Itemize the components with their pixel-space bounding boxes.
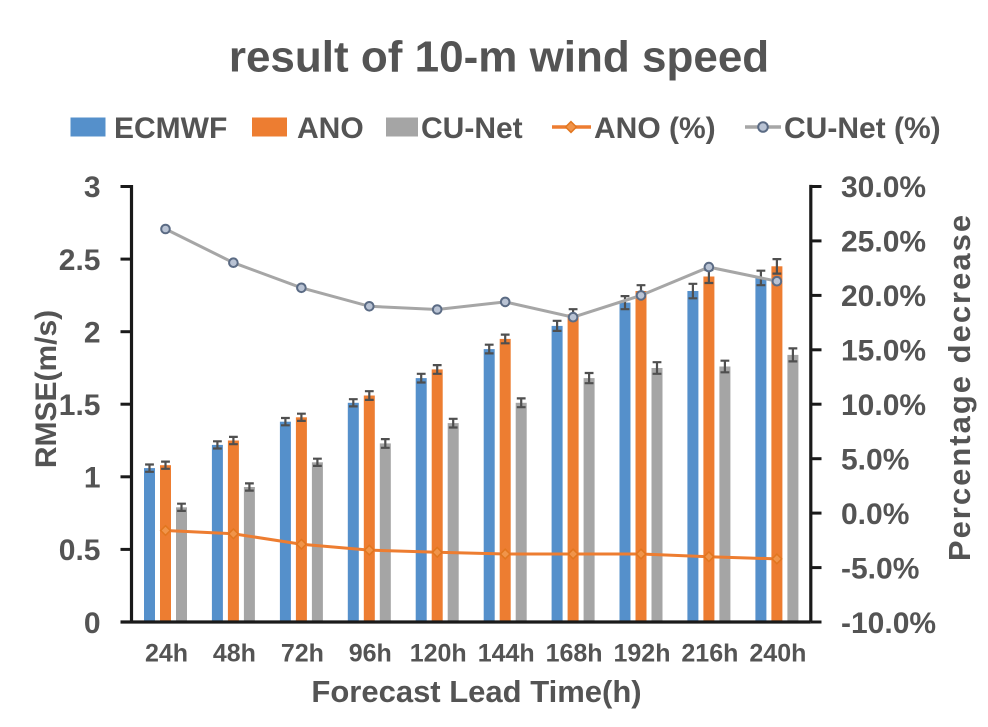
svg-text:3: 3 (84, 171, 101, 204)
svg-text:30.0%: 30.0% (841, 171, 926, 204)
svg-text:0.5: 0.5 (59, 534, 101, 567)
svg-text:Forecast Lead Time(h): Forecast Lead Time(h) (311, 674, 641, 709)
svg-text:5.0%: 5.0% (841, 443, 909, 476)
svg-text:2: 2 (84, 316, 101, 349)
svg-text:15.0%: 15.0% (841, 335, 926, 368)
svg-text:24h: 24h (145, 640, 188, 668)
svg-text:216h: 216h (681, 640, 738, 668)
svg-text:72h: 72h (281, 640, 324, 668)
svg-text:240h: 240h (749, 640, 806, 668)
svg-text:10.0%: 10.0% (841, 389, 926, 422)
svg-text:1.5: 1.5 (59, 389, 101, 422)
svg-text:20.0%: 20.0% (841, 280, 926, 313)
svg-text:168h: 168h (546, 640, 603, 668)
svg-text:ECMWF: ECMWF (114, 112, 227, 145)
svg-text:ANO: ANO (297, 112, 364, 145)
svg-text:Percentage decrease: Percentage decrease (942, 213, 977, 561)
svg-text:CU-Net (%): CU-Net (%) (784, 112, 941, 145)
svg-text:0: 0 (84, 607, 101, 640)
svg-text:-10.0%: -10.0% (841, 607, 936, 640)
svg-text:48h: 48h (213, 640, 256, 668)
svg-text:2.5: 2.5 (59, 244, 101, 277)
svg-text:CU-Net: CU-Net (421, 112, 523, 145)
svg-text:192h: 192h (614, 640, 671, 668)
svg-text:RMSE(m/s): RMSE(m/s) (30, 310, 63, 468)
svg-text:ANO (%): ANO (%) (594, 112, 716, 145)
svg-text:-5.0%: -5.0% (841, 552, 919, 585)
svg-text:144h: 144h (478, 640, 535, 668)
svg-text:96h: 96h (349, 640, 392, 668)
svg-text:0.0%: 0.0% (841, 498, 909, 531)
svg-text:25.0%: 25.0% (841, 226, 926, 259)
svg-text:120h: 120h (410, 640, 467, 668)
svg-text:result of 10-m wind speed: result of 10-m wind speed (229, 33, 769, 82)
svg-text:1: 1 (84, 462, 101, 495)
